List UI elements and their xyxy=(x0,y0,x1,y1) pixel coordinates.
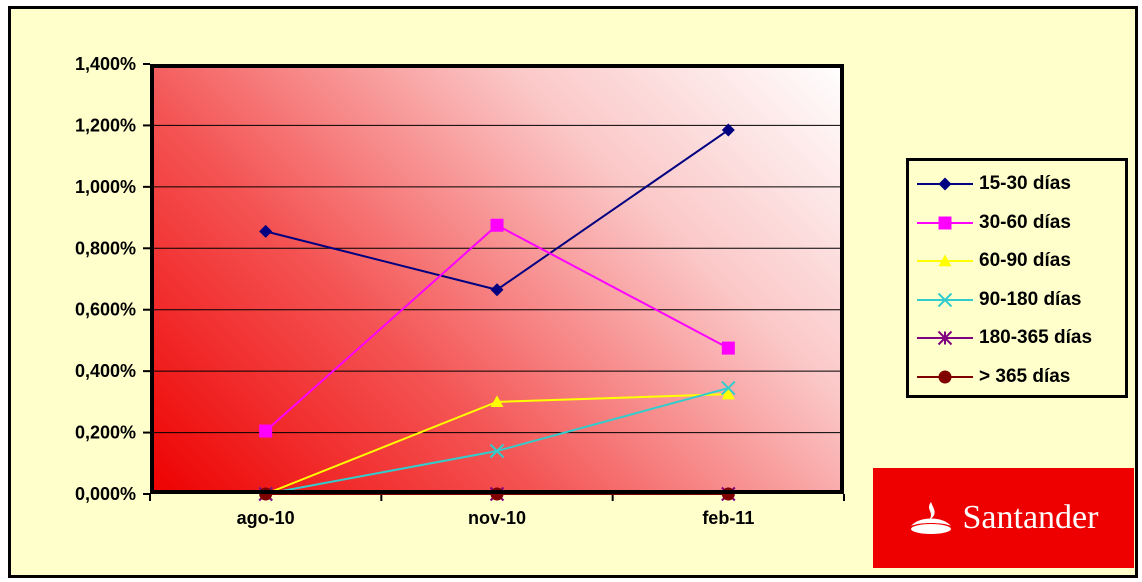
logo-wordmark: Santander xyxy=(962,499,1099,536)
legend-swatch xyxy=(917,292,973,307)
y-tick-label: 1,400% xyxy=(75,54,136,74)
series-group xyxy=(258,380,736,502)
x-marker-stroke xyxy=(937,292,953,307)
series xyxy=(258,123,736,502)
legend-swatch xyxy=(917,216,973,230)
circle-marker xyxy=(259,487,273,501)
star-marker xyxy=(937,331,953,346)
triangle-marker xyxy=(721,387,735,400)
square-marker xyxy=(938,216,952,230)
santander-logo: Santander xyxy=(873,468,1134,568)
legend-label: 90-180 días xyxy=(979,288,1082,310)
x-tick-label: feb-11 xyxy=(702,508,754,528)
tick-labels: 0,000% 0,200% 0,400% 0,600% 0,800% 1,000% 1,20… xyxy=(75,54,754,528)
legend-item: 30-60 días xyxy=(915,204,1125,243)
legend-item: 60-90 días xyxy=(915,242,1125,281)
diamond-marker xyxy=(938,177,952,191)
y-tick-label: 0,200% xyxy=(75,423,136,443)
circle-marker xyxy=(490,487,504,501)
y-tick-label: 1,000% xyxy=(75,177,136,197)
legend-item: 90-180 días xyxy=(915,281,1125,320)
series-group xyxy=(259,487,735,501)
legend-label: 60-90 días xyxy=(979,250,1071,272)
legend-swatch xyxy=(917,254,973,267)
chart-legend: 15-30 días 30-60 días 60-90 días 90-180 día… xyxy=(906,158,1128,398)
legend-label: > 365 días xyxy=(979,365,1071,387)
square-marker xyxy=(721,341,735,355)
legend-label: 15-30 días xyxy=(979,173,1071,195)
flame-icon xyxy=(910,502,951,534)
legend-label: 180-365 días xyxy=(979,327,1093,349)
x-marker xyxy=(721,380,736,396)
diamond-marker xyxy=(490,283,504,297)
axes xyxy=(143,63,845,501)
circle-marker xyxy=(938,370,952,384)
y-tick-label: 0,800% xyxy=(75,238,136,258)
y-tick-label: 1,200% xyxy=(75,115,136,135)
x-marker-stroke xyxy=(489,443,505,459)
series-group xyxy=(259,218,735,438)
square-marker xyxy=(490,218,504,232)
y-tick-label: 0,400% xyxy=(75,361,136,381)
x-marker xyxy=(937,292,953,307)
legend-swatch xyxy=(917,331,973,346)
series-group xyxy=(259,123,735,297)
y-tick-label: 0,000% xyxy=(75,484,136,504)
legend-swatch xyxy=(917,177,973,191)
series-line xyxy=(265,393,729,495)
x-tick-label: ago-10 xyxy=(237,508,295,528)
x-tick-label: nov-10 xyxy=(468,508,526,528)
circle-marker xyxy=(721,487,735,501)
series-line xyxy=(265,129,729,291)
legend-label: 30-60 días xyxy=(979,211,1071,233)
gridlines xyxy=(150,124,844,434)
x-marker xyxy=(489,443,505,459)
legend-item: > 365 días xyxy=(915,358,1125,397)
legend-swatch xyxy=(917,370,973,384)
triangle-marker xyxy=(938,254,952,267)
x-marker-stroke xyxy=(721,380,736,396)
triangle-marker xyxy=(490,395,504,408)
square-marker xyxy=(259,424,273,438)
diamond-marker xyxy=(721,123,735,137)
legend-item: 15-30 días xyxy=(915,165,1125,204)
y-tick-label: 0,600% xyxy=(75,300,136,320)
legend-item: 180-365 días xyxy=(915,319,1125,358)
diamond-marker xyxy=(259,224,273,238)
